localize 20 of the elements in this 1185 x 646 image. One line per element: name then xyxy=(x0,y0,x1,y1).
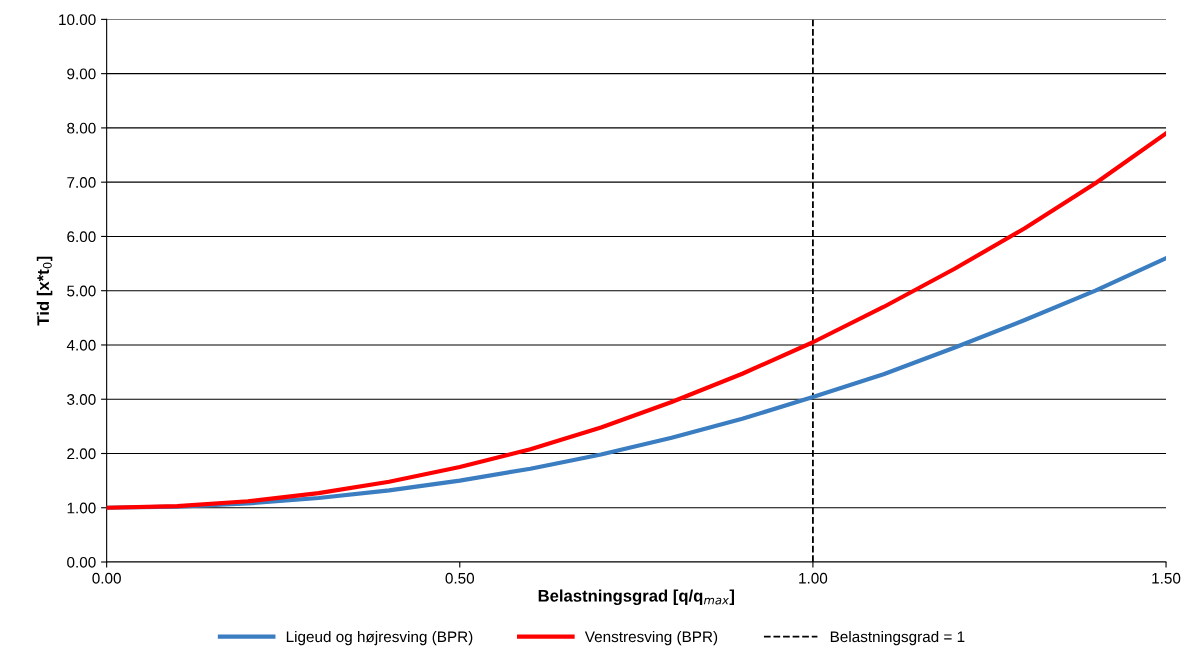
y-tick-label: 2.00 xyxy=(67,448,96,460)
x-tick-label: 1.50 xyxy=(1152,572,1181,584)
y-axis-title: Tid [x*t$_{0}$] xyxy=(36,256,53,326)
y-tick-label: 1.00 xyxy=(67,502,96,514)
y-tick-label: 8.00 xyxy=(67,122,96,134)
y-tick-label: 6.00 xyxy=(67,231,96,243)
legend-label: Venstresving (BPR) xyxy=(584,630,718,646)
x-tick-label: 0.00 xyxy=(92,572,121,584)
y-tick-label: 0.00 xyxy=(67,556,96,568)
y-tick-label: 10.00 xyxy=(59,14,96,26)
y-tick-label: 9.00 xyxy=(67,68,96,80)
y-tick-label: 3.00 xyxy=(67,394,96,405)
y-tick-label: 4.00 xyxy=(66,339,96,351)
y-tick-label: 7.00 xyxy=(67,177,96,188)
x-axis-title: Belastningsgrad [q/q$_{max}$] xyxy=(538,589,734,606)
x-tick-label: 1.00 xyxy=(799,572,828,584)
y-tick-label: 5.00 xyxy=(67,285,96,297)
x-tick-label: 0.50 xyxy=(445,572,475,584)
legend-label: Ligeud og højresving (BPR) xyxy=(286,630,473,646)
legend-label: Belastningsgrad = 1 xyxy=(830,630,965,646)
